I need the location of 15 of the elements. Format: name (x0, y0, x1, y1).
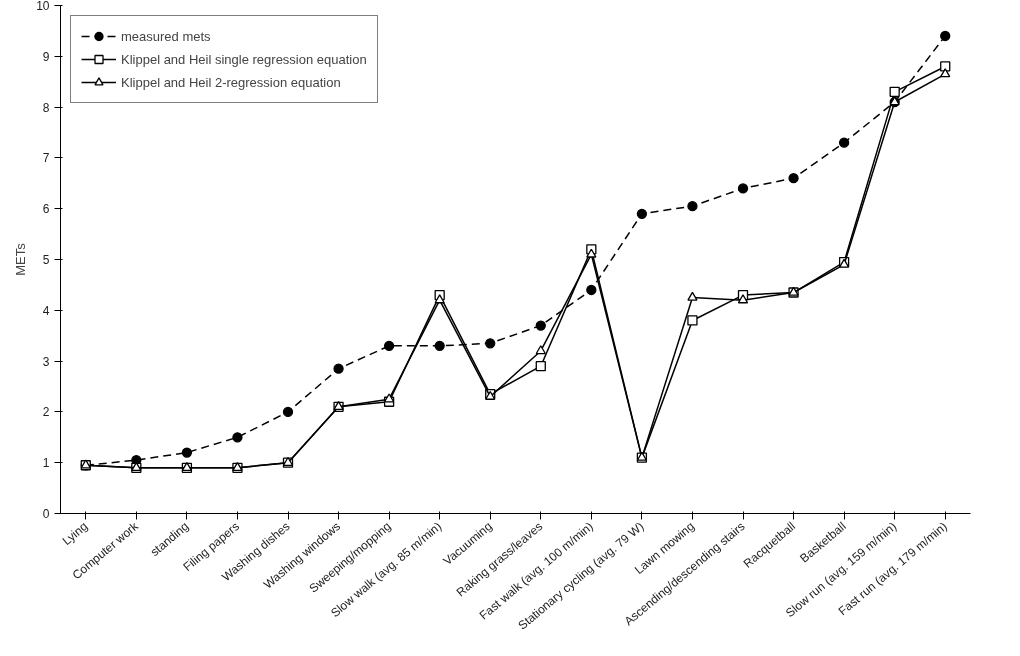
y-tick-label: 0 (42, 507, 50, 521)
y-tick-label: 6 (42, 202, 50, 217)
legend-label: measured mets (121, 28, 211, 44)
y-tick-label: 3 (42, 354, 50, 369)
y-tick-label: 4 (42, 303, 50, 318)
y-tick-label: 9 (42, 49, 50, 64)
legend-label: Klippel and Heil single regression equation (121, 51, 367, 67)
y-tick-label: 10 (36, 0, 50, 13)
y-axis-title: METs (13, 242, 29, 276)
legend-label: Klippel and Heil 2-regression equation (121, 74, 341, 90)
y-tick-label: 2 (42, 405, 50, 420)
y-tick-label: 1 (42, 456, 50, 471)
y-tick-label: 8 (42, 100, 50, 115)
y-tick-label: 7 (42, 151, 50, 166)
y-tick-label: 5 (42, 253, 50, 267)
